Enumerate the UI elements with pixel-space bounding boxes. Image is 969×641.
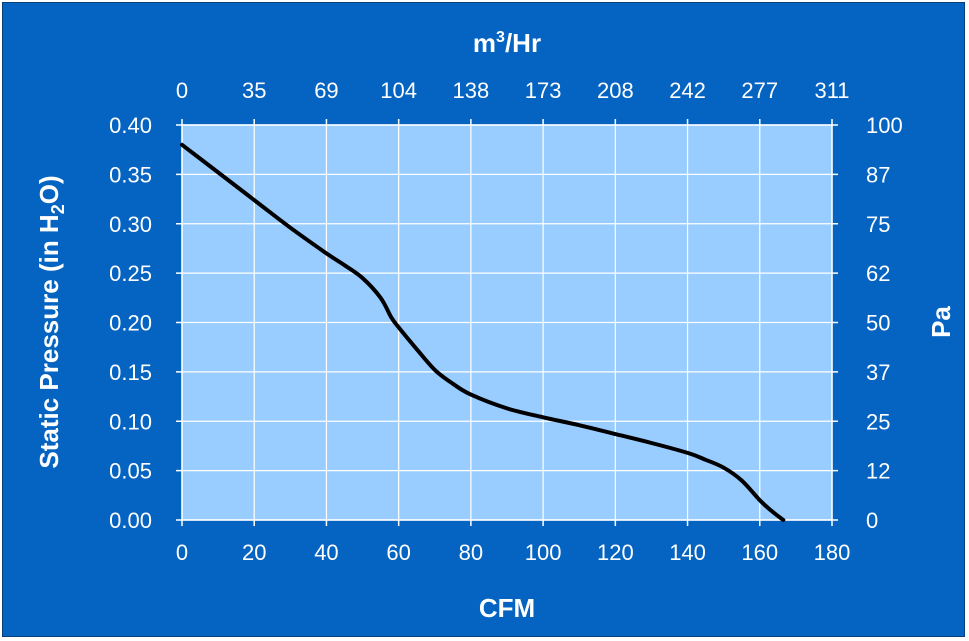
y-tick-label: 0.05 — [109, 459, 152, 484]
x-tick-label: 40 — [314, 540, 338, 565]
x2-tick-label: 69 — [314, 78, 338, 103]
x-tick-label: 160 — [741, 540, 778, 565]
y2-tick-label: 87 — [866, 162, 890, 187]
y2-tick-label: 0 — [866, 508, 878, 533]
x2-tick-label: 277 — [741, 78, 778, 103]
x-tick-label: 120 — [597, 540, 634, 565]
x-tick-label: 100 — [525, 540, 562, 565]
y-tick-labels: 0.00 0.05 0.10 0.15 0.20 0.25 0.30 0.35 0.40 — [109, 113, 152, 533]
y2-tick-label: 25 — [866, 409, 890, 434]
x2-axis-title: m3/Hr — [473, 28, 541, 58]
y-tick-label: 0.15 — [109, 360, 152, 385]
x-tick-labels: 0 20 40 60 80 100 120 140 160 180 — [176, 540, 850, 565]
y2-tick-labels: 0 12 25 37 50 62 75 87 100 — [866, 113, 903, 533]
x2-tick-label: 242 — [669, 78, 706, 103]
x2-tick-labels: 0 35 69 104 138 173 208 242 277 311 — [176, 78, 850, 103]
y-tick-label: 0.40 — [109, 113, 152, 138]
x-tick-label: 140 — [669, 540, 706, 565]
y2-tick-label: 12 — [866, 459, 890, 484]
axis-lines — [176, 119, 838, 526]
x2-tick-label: 104 — [380, 78, 417, 103]
x-tick-label: 60 — [386, 540, 410, 565]
y-tick-label: 0.30 — [109, 212, 152, 237]
x2-tick-label: 173 — [525, 78, 562, 103]
y-tick-label: 0.35 — [109, 162, 152, 187]
y-tick-label: 0.20 — [109, 311, 152, 336]
y2-tick-label: 62 — [866, 261, 890, 286]
y2-tick-label: 37 — [866, 360, 890, 385]
x2-tick-label: 311 — [814, 78, 849, 103]
y2-tick-label: 50 — [866, 311, 890, 336]
x-tick-label: 180 — [814, 540, 851, 565]
x-tick-label: 80 — [459, 540, 483, 565]
y2-axis-title: Pa — [926, 306, 956, 338]
x-tick-label: 0 — [176, 540, 188, 565]
x2-tick-label: 35 — [242, 78, 266, 103]
x2-tick-label: 208 — [597, 78, 634, 103]
x-tick-label: 20 — [242, 540, 266, 565]
y2-tick-label: 100 — [866, 113, 903, 138]
y-tick-label: 0.00 — [109, 508, 152, 533]
y2-tick-label: 75 — [866, 212, 890, 237]
x-axis-title: CFM — [479, 593, 535, 623]
y-tick-label: 0.10 — [109, 409, 152, 434]
y-tick-label: 0.25 — [109, 261, 152, 286]
x2-tick-label: 0 — [176, 78, 188, 103]
series-line-pressure-curve — [180, 142, 786, 522]
y-axis-title: Static Pressure (in H2O) — [34, 175, 68, 468]
x2-tick-label: 138 — [453, 78, 490, 103]
